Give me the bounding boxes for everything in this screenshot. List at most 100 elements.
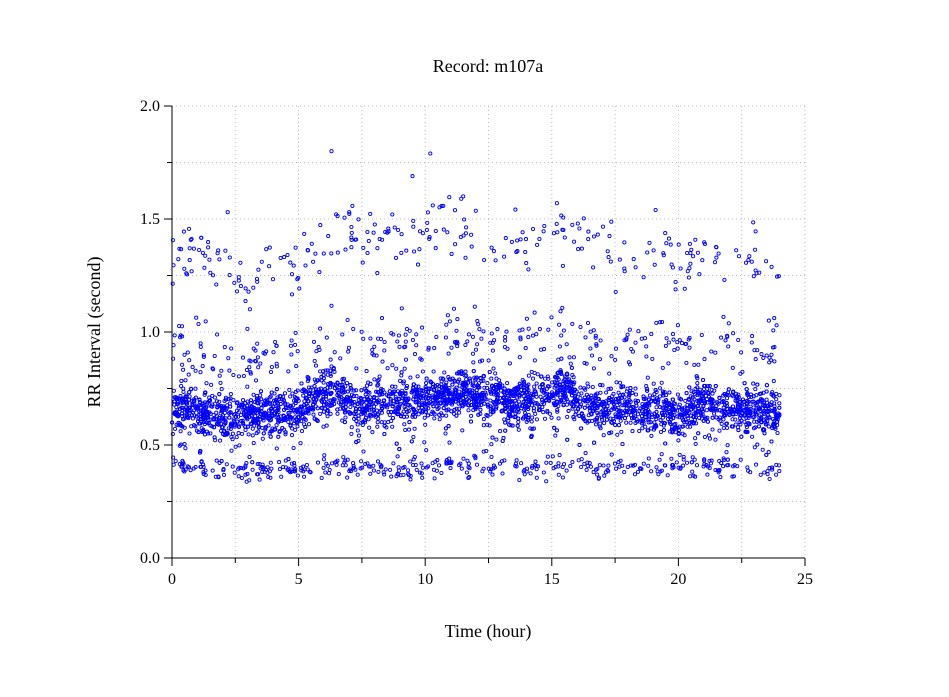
- lower-cluster-point: [587, 461, 592, 466]
- normal-band-point: [466, 380, 471, 385]
- normal-band-point: [293, 427, 298, 432]
- normal-band-point: [735, 394, 740, 399]
- upper-cluster-point: [349, 237, 354, 242]
- normal-band-point: [472, 375, 477, 380]
- lower-cluster-point: [658, 469, 663, 474]
- normal-band-point: [398, 414, 404, 419]
- normal-band-point: [600, 408, 605, 413]
- normal-band-point: [670, 429, 675, 434]
- upper-cluster-point: [170, 238, 175, 243]
- normal-band-point: [714, 404, 719, 409]
- middle-cluster-point: [380, 359, 385, 364]
- normal-band-point: [181, 389, 186, 394]
- lower-cluster-point: [488, 467, 494, 472]
- normal-band-point: [611, 416, 616, 421]
- lower-cluster-point: [662, 463, 667, 468]
- normal-band-point: [456, 401, 461, 406]
- middle-cluster-point: [490, 348, 495, 353]
- normal-band-point: [430, 395, 435, 400]
- normal-band-point: [290, 391, 295, 396]
- normal-band-point: [257, 408, 262, 413]
- lower-cluster-point: [777, 469, 782, 474]
- normal-band-point: [407, 420, 412, 425]
- lower-cluster-point: [519, 461, 524, 466]
- upper-cluster-point: [285, 252, 290, 258]
- upper-cluster-point: [459, 196, 464, 201]
- normal-band-point: [549, 415, 554, 420]
- normal-band-point: [389, 418, 394, 424]
- normal-band-point: [308, 387, 313, 392]
- upper-cluster-point: [622, 266, 627, 271]
- upper-cluster-point: [633, 265, 638, 270]
- middle-cluster-point: [520, 327, 525, 332]
- middle-cluster-point: [670, 332, 676, 337]
- normal-band-point: [689, 407, 694, 412]
- upper-cluster-point: [687, 266, 692, 271]
- normal-band-point: [348, 404, 353, 410]
- normal-band-point: [237, 443, 242, 448]
- normal-band-point: [466, 398, 472, 403]
- normal-band-point: [734, 407, 740, 412]
- normal-band-point: [528, 426, 533, 431]
- lower-cluster-point: [367, 464, 372, 469]
- middle-cluster-point: [305, 374, 310, 380]
- lower-cluster-point: [694, 463, 700, 468]
- normal-band-point: [609, 430, 614, 435]
- lower-cluster-point: [336, 472, 341, 477]
- middle-cluster-point: [255, 355, 260, 360]
- middle-cluster-point: [203, 319, 208, 324]
- lower-cluster-point: [324, 461, 329, 466]
- normal-band-point: [662, 413, 667, 418]
- normal-band-point: [585, 399, 590, 404]
- normal-band-point: [228, 396, 233, 401]
- normal-band-point: [472, 405, 477, 410]
- lower-cluster-point: [180, 462, 185, 467]
- upper-cluster-point: [187, 258, 192, 263]
- normal-band-point: [420, 401, 425, 406]
- normal-band-point: [506, 388, 511, 393]
- normal-band-point: [555, 400, 560, 405]
- lower-cluster-point: [420, 465, 425, 470]
- lower-cluster-point: [612, 461, 618, 466]
- middle-cluster-point: [730, 365, 735, 370]
- normal-band-point: [752, 419, 757, 424]
- lower-cluster-point: [381, 470, 386, 475]
- lower-cluster-point: [466, 461, 471, 466]
- normal-band-point: [424, 376, 429, 381]
- normal-band-point: [270, 428, 275, 433]
- middle-cluster-point: [241, 373, 246, 379]
- normal-band-point: [220, 425, 225, 430]
- upper-cluster-point: [365, 250, 370, 256]
- normal-band-point: [715, 400, 720, 405]
- normal-band-point: [444, 388, 449, 393]
- middle-cluster-point: [194, 315, 199, 320]
- normal-band-point: [486, 404, 491, 409]
- lower-cluster-point: [292, 461, 297, 466]
- middle-cluster-point: [539, 347, 544, 352]
- lower-cluster-point: [705, 472, 710, 477]
- normal-band-point: [675, 392, 680, 397]
- middle-cluster-point: [589, 353, 595, 358]
- normal-band-point: [387, 389, 392, 394]
- lower-cluster-point: [718, 475, 723, 480]
- normal-band-point: [420, 410, 425, 415]
- middle-cluster-point: [750, 334, 755, 339]
- normal-band-point: [437, 412, 442, 417]
- normal-band-point: [513, 387, 518, 392]
- upper-cluster-point: [326, 234, 331, 239]
- normal-band-point: [689, 460, 694, 465]
- normal-band-point: [633, 392, 639, 397]
- normal-band-point: [689, 419, 694, 424]
- lower-cluster-point: [721, 464, 726, 469]
- normal-band-point: [510, 408, 515, 413]
- normal-band-point: [616, 396, 621, 401]
- normal-band-point: [288, 423, 293, 428]
- normal-band-point: [555, 407, 560, 412]
- normal-band-point: [421, 388, 426, 393]
- normal-band-point: [565, 414, 570, 419]
- normal-band-point: [550, 393, 556, 398]
- upper-cluster-point: [386, 226, 391, 231]
- middle-cluster-point: [470, 351, 476, 356]
- lower-cluster-point: [769, 465, 774, 470]
- normal-band-point: [236, 425, 242, 430]
